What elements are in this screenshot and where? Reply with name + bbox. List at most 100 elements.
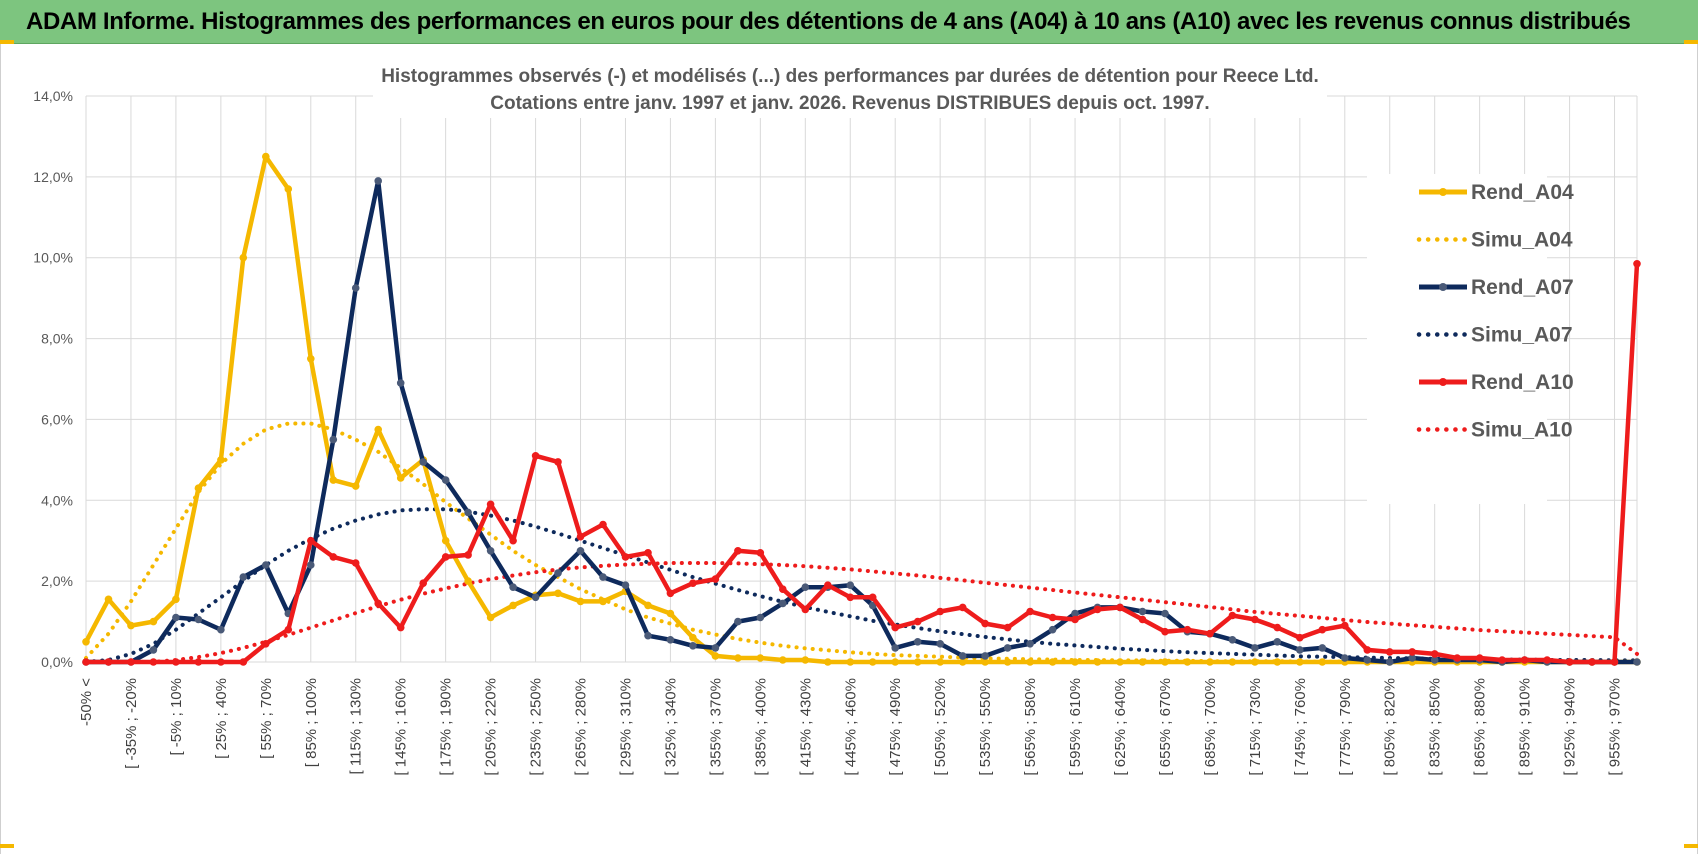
data-point (554, 589, 562, 598)
data-point (1475, 654, 1484, 662)
data-point (913, 617, 922, 626)
legend-label: Simu_A10 (1471, 419, 1573, 442)
data-point (981, 652, 989, 660)
x-tick-label: [ 235% ; 250% (528, 678, 545, 776)
data-point (1633, 658, 1641, 666)
data-point (1138, 607, 1147, 616)
data-point (1183, 658, 1192, 666)
data-point (891, 658, 899, 666)
data-point (734, 547, 742, 555)
data-point (396, 623, 405, 632)
data-point (127, 621, 135, 630)
data-point (958, 658, 967, 666)
data-point (801, 583, 810, 591)
data-point (599, 597, 607, 606)
data-point (666, 589, 675, 598)
legend-label: Simu_A04 (1471, 229, 1573, 252)
data-point (711, 652, 720, 660)
data-point (82, 658, 90, 666)
data-point (1520, 656, 1529, 664)
data-point (1273, 658, 1282, 666)
data-point (351, 284, 360, 292)
data-point (1048, 658, 1057, 666)
x-axis: -50% < [ -35% ; -20% [ -5% ; 10% [ 25% ; 40… (78, 678, 1624, 776)
data-point (419, 458, 428, 466)
data-point (576, 597, 585, 606)
header-corner-right (1684, 40, 1698, 44)
x-tick-label: [ 955% ; 970% (1607, 678, 1624, 776)
data-point (599, 520, 607, 529)
data-point (801, 605, 810, 614)
data-point (734, 654, 742, 662)
x-tick-label: [ 505% ; 520% (932, 678, 949, 776)
data-point (554, 458, 562, 466)
data-point (824, 658, 832, 666)
data-point (1430, 650, 1439, 658)
y-tick-label: 2,0% (41, 573, 73, 589)
data-point (1385, 658, 1394, 666)
bottom-corner-right (1684, 844, 1698, 848)
y-tick-label: 8,0% (41, 331, 73, 347)
data-point (779, 585, 787, 593)
x-tick-label: [ 355% ; 370% (707, 678, 724, 776)
data-point (621, 581, 630, 589)
data-point (1610, 658, 1619, 666)
data-point (441, 476, 450, 484)
data-point (172, 613, 180, 622)
data-point (846, 658, 855, 666)
x-tick-label: [ 685% ; 700% (1202, 678, 1219, 776)
data-point (756, 613, 765, 622)
data-point (149, 658, 158, 666)
data-point (464, 551, 472, 559)
data-point (1048, 625, 1057, 634)
x-tick-label: [ 865% ; 880% (1472, 678, 1489, 776)
header-bar: ADAM Informe. Histogrammes des performan… (0, 0, 1698, 44)
data-point (464, 508, 472, 517)
legend-label: Simu_A07 (1471, 324, 1573, 347)
data-point (1251, 615, 1259, 624)
x-tick-label: [ 295% ; 310% (617, 678, 634, 776)
data-point (1543, 656, 1551, 664)
data-point (239, 658, 248, 666)
data-point (666, 636, 675, 644)
data-point (486, 547, 495, 555)
x-tick-label: [ 595% ; 610% (1067, 678, 1084, 776)
data-point (82, 638, 90, 646)
legend-label: Rend_A07 (1471, 276, 1574, 299)
data-point (486, 613, 495, 622)
y-tick-label: 10,0% (33, 250, 73, 266)
data-point (351, 482, 360, 490)
data-point (351, 559, 360, 567)
data-point (981, 658, 989, 666)
data-point (621, 553, 630, 561)
data-point (307, 355, 315, 363)
data-point (1385, 648, 1394, 656)
x-tick-label: [ 325% ; 340% (662, 678, 679, 776)
data-point (1048, 613, 1057, 622)
y-tick-label: 14,0% (33, 88, 73, 104)
data-point (1251, 644, 1259, 652)
data-point (1228, 658, 1237, 666)
data-point (419, 579, 428, 587)
data-point (1296, 646, 1304, 654)
data-point (936, 607, 944, 616)
chart-title-background (373, 60, 1327, 118)
legend-marker (1439, 283, 1447, 291)
data-point (1071, 609, 1079, 618)
data-point (846, 593, 855, 602)
data-point (644, 549, 652, 557)
data-point (1138, 615, 1147, 624)
data-point (329, 553, 338, 561)
data-point (801, 656, 810, 664)
data-point (1273, 638, 1282, 646)
x-tick-label: [ 85% ; 100% (303, 678, 320, 767)
x-tick-label: [ 655% ; 670% (1157, 678, 1174, 776)
data-point (1498, 656, 1506, 664)
data-point (958, 652, 967, 660)
data-point (689, 642, 697, 650)
chart-subtitle: Cotations entre janv. 1997 et janv. 2026… (490, 93, 1209, 114)
data-point (374, 425, 383, 434)
x-tick-label: [ 535% ; 550% (977, 678, 994, 776)
data-point (149, 617, 158, 626)
x-tick-label: [ 925% ; 940% (1562, 678, 1579, 776)
